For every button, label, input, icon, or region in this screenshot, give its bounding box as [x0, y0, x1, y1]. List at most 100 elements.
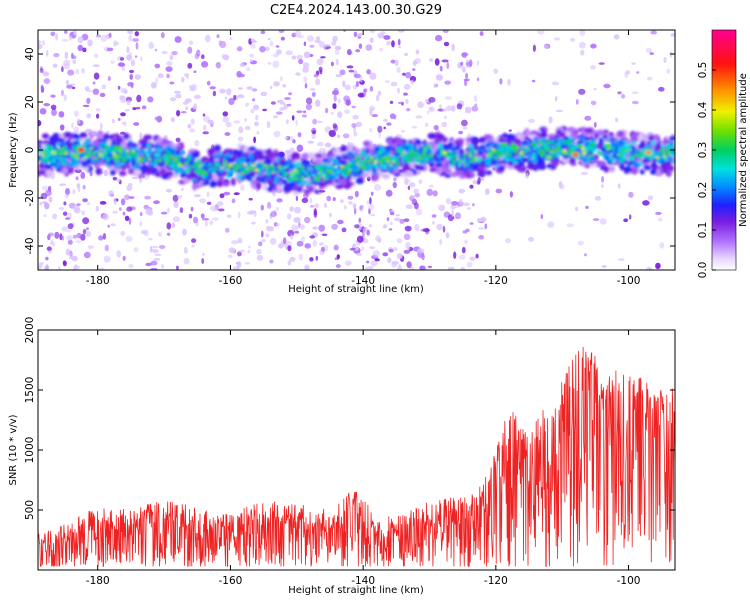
heatmap-band-blob	[62, 157, 67, 161]
heatmap-band-blob	[39, 158, 44, 162]
heatmap-noise-blob	[323, 202, 328, 208]
heatmap-band-blob	[589, 143, 595, 147]
heatmap-band-blob	[665, 147, 670, 153]
heatmap-noise-blob	[330, 61, 334, 67]
heatmap-band-blob	[121, 164, 126, 168]
heatmap-band-blob	[562, 149, 567, 153]
heatmap-band-blob	[168, 154, 174, 158]
heatmap-noise-blob	[278, 243, 284, 249]
heatmap-noise-blob	[45, 256, 49, 261]
heatmap-band-blob	[355, 161, 359, 166]
heatmap-band-blob	[577, 144, 581, 148]
heatmap-band-blob	[450, 154, 455, 158]
heatmap-band-blob	[178, 163, 183, 167]
heatmap-noise-blob	[95, 108, 101, 112]
heatmap-noise-blob	[128, 34, 133, 42]
heatmap-band-blob	[628, 142, 633, 147]
heatmap-noise-blob	[353, 31, 358, 37]
heatmap-band-blob	[531, 141, 537, 147]
heatmap-noise-blob	[254, 121, 259, 127]
snr-y-ticks: 500 1000 1500 2000	[24, 317, 675, 520]
heatmap-noise-blob	[442, 30, 449, 33]
heatmap-noise-blob	[389, 100, 394, 104]
heatmap-band-blob	[377, 151, 383, 156]
heatmap-noise-blob	[194, 139, 200, 147]
heatmap-band-blob	[88, 154, 93, 157]
heatmap-band-blob	[297, 173, 300, 176]
heatmap-noise-blob	[346, 49, 352, 56]
heatmap-noise-blob	[104, 244, 110, 252]
heatmap-band-blob	[645, 144, 651, 149]
heatmap-noise-blob	[346, 65, 354, 69]
heatmap-noise-blob	[631, 100, 639, 105]
heatmap-band-blob	[405, 142, 410, 147]
heatmap-band-blob	[322, 172, 326, 176]
heatmap-noise-blob	[540, 214, 543, 220]
heatmap-band-blob	[477, 150, 483, 155]
heatmap-band-blob	[662, 154, 667, 158]
heatmap-noise-blob	[303, 41, 307, 47]
heatmap-noise-blob	[116, 250, 121, 258]
heatmap-noise-blob	[396, 253, 403, 260]
heatmap-noise-blob	[397, 30, 405, 33]
heatmap-band-blob	[642, 158, 648, 164]
heatmap-band-blob	[41, 133, 50, 139]
heatmap-noise-blob	[233, 120, 241, 124]
heatmap-noise-blob	[343, 205, 347, 210]
heatmap-band-blob	[263, 164, 268, 167]
heatmap-noise-blob	[302, 62, 310, 69]
heatmap-noise-blob	[287, 103, 292, 107]
heatmap-noise-blob	[372, 250, 380, 258]
snr-x-tick-label: -160	[219, 575, 243, 587]
heatmap-noise-blob	[285, 136, 289, 140]
heatmap-band-blob	[94, 157, 99, 160]
heatmap-noise-blob	[247, 250, 251, 254]
heatmap-noise-blob	[463, 78, 470, 82]
heatmap-band-blob	[199, 163, 203, 165]
heatmap-band-blob	[536, 163, 545, 170]
heatmap-band-blob	[110, 140, 116, 146]
heatmap-noise-blob	[51, 241, 56, 247]
heatmap-noise-blob	[273, 81, 280, 87]
heatmap-noise-blob	[291, 115, 295, 121]
heatmap-noise-blob	[304, 264, 310, 270]
heatmap-band-blob	[483, 134, 491, 140]
heatmap-band-blob	[303, 188, 311, 196]
snr-y-tick-label: 1000	[24, 437, 36, 464]
heatmap-noise-blob	[475, 253, 479, 259]
heatmap-noise-blob	[472, 203, 475, 207]
heatmap-band-blob	[650, 140, 656, 146]
heatmap-noise-blob	[98, 235, 104, 241]
heatmap-band-blob	[404, 170, 414, 177]
heatmap-band-blob	[626, 145, 631, 151]
heatmap-noise-blob	[261, 230, 264, 238]
heatmap-noise-blob	[206, 191, 210, 198]
heatmap-noise-blob	[202, 113, 206, 117]
heatmap-noise-blob	[476, 77, 480, 82]
heatmap-band-blob	[254, 169, 259, 172]
heatmap-noise-blob	[370, 191, 374, 196]
heatmap-band-blob	[607, 138, 613, 142]
heatmap-noise-blob	[312, 239, 317, 247]
heatmap-noise-blob	[285, 50, 293, 56]
heatmap-noise-blob	[71, 122, 74, 129]
heatmap-noise-blob	[265, 219, 269, 224]
heatmap-noise-blob	[469, 222, 474, 225]
heatmap-noise-blob	[287, 229, 295, 237]
heatmap-noise-blob	[411, 195, 415, 198]
heatmap-noise-blob	[444, 96, 452, 100]
heatmap-noise-blob	[222, 111, 229, 117]
heatmap-panel: -180 -160 -140 -120 -100 -40 -20 0 20 40 Height …	[8, 29, 676, 295]
heatmap-band-blob	[97, 168, 103, 173]
heatmap-noise-blob	[332, 197, 336, 202]
heatmap-noise-blob	[422, 228, 430, 232]
heatmap-noise-blob	[145, 207, 152, 215]
heatmap-noise-blob	[295, 119, 298, 127]
heatmap-band-blob	[41, 153, 45, 158]
heatmap-band-blob	[632, 140, 637, 145]
snr-x-ticks: -180 -160 -140 -120 -100	[86, 330, 640, 587]
heatmap-band-blob	[569, 157, 576, 164]
heatmap-noise-blob	[125, 236, 133, 242]
heatmap-band-blob	[240, 175, 246, 182]
heatmap-noise-blob	[344, 260, 352, 266]
